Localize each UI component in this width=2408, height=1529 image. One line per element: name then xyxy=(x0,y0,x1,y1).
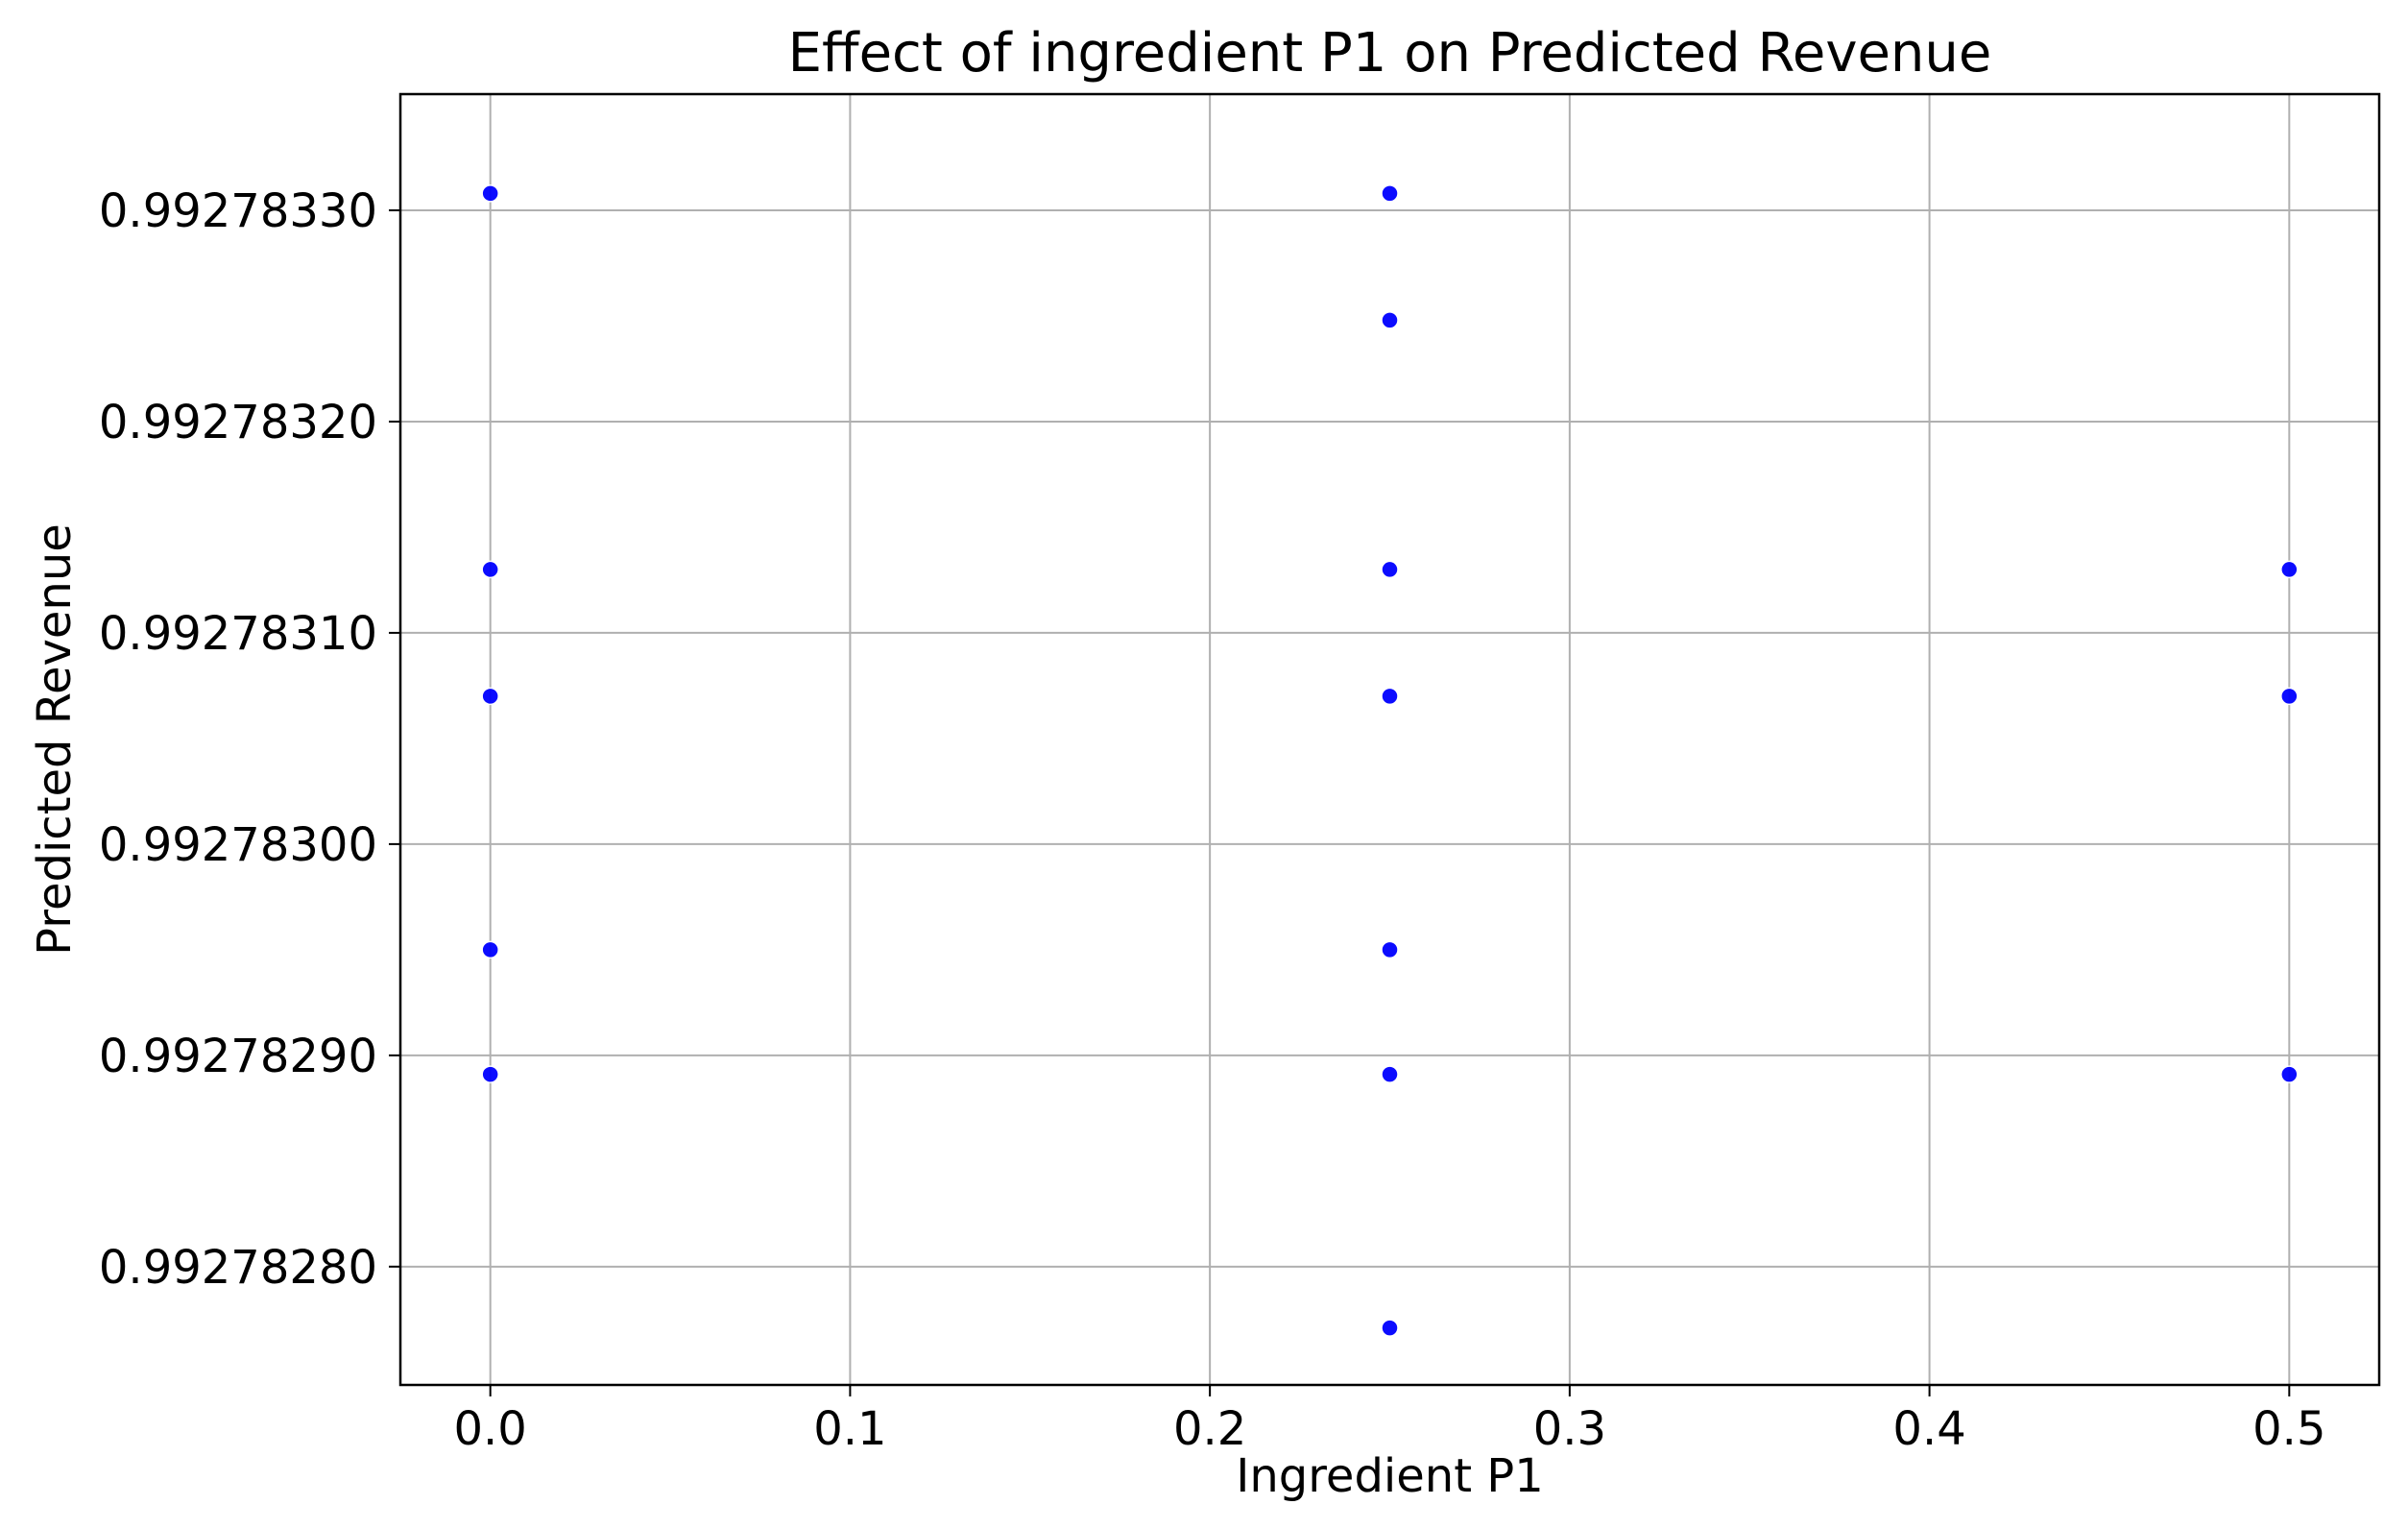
data-point xyxy=(2280,1065,2299,1083)
x-tick-label: 0.1 xyxy=(813,1402,886,1456)
y-tick-label: 0.99278330 xyxy=(99,184,377,238)
data-point xyxy=(481,560,499,579)
x-tick-label: 0.3 xyxy=(1533,1402,1606,1456)
ticks-layer: 0.0 0.1 0.2 0.3 0.4 0.5 0.99278280 0.99278290 0.… xyxy=(99,184,2326,1456)
data-point xyxy=(1381,687,1399,706)
x-tick-label: 0.0 xyxy=(454,1402,527,1456)
grid-layer xyxy=(400,94,2379,1385)
y-tick-label: 0.99278300 xyxy=(99,818,377,872)
data-point xyxy=(481,1065,499,1083)
x-tick-label: 0.5 xyxy=(2252,1402,2325,1456)
data-point xyxy=(1381,560,1399,579)
y-tick-label: 0.99278280 xyxy=(99,1241,377,1295)
data-point xyxy=(2280,560,2299,579)
y-tick-label: 0.99278310 xyxy=(99,607,377,661)
y-axis-label: Predicted Revenue xyxy=(28,523,82,956)
x-tick-label: 0.4 xyxy=(1892,1402,1965,1456)
data-point xyxy=(1381,311,1399,329)
data-point xyxy=(1381,1319,1399,1337)
data-point xyxy=(1381,184,1399,203)
x-tick-label: 0.2 xyxy=(1173,1402,1246,1456)
data-point xyxy=(481,184,499,203)
x-axis-label: Ingredient P1 xyxy=(1236,1449,1544,1503)
data-point xyxy=(481,940,499,959)
y-tick-label: 0.99278290 xyxy=(99,1030,377,1083)
chart-title: Effect of ingredient P1 on Predicted Rev… xyxy=(788,22,1992,85)
points-layer xyxy=(481,184,2299,1337)
data-point xyxy=(1381,940,1399,959)
data-point xyxy=(2280,687,2299,706)
y-tick-label: 0.99278320 xyxy=(99,396,377,449)
plot-area-frame xyxy=(398,92,2381,1387)
data-point xyxy=(481,687,499,706)
data-point xyxy=(1381,1065,1399,1083)
